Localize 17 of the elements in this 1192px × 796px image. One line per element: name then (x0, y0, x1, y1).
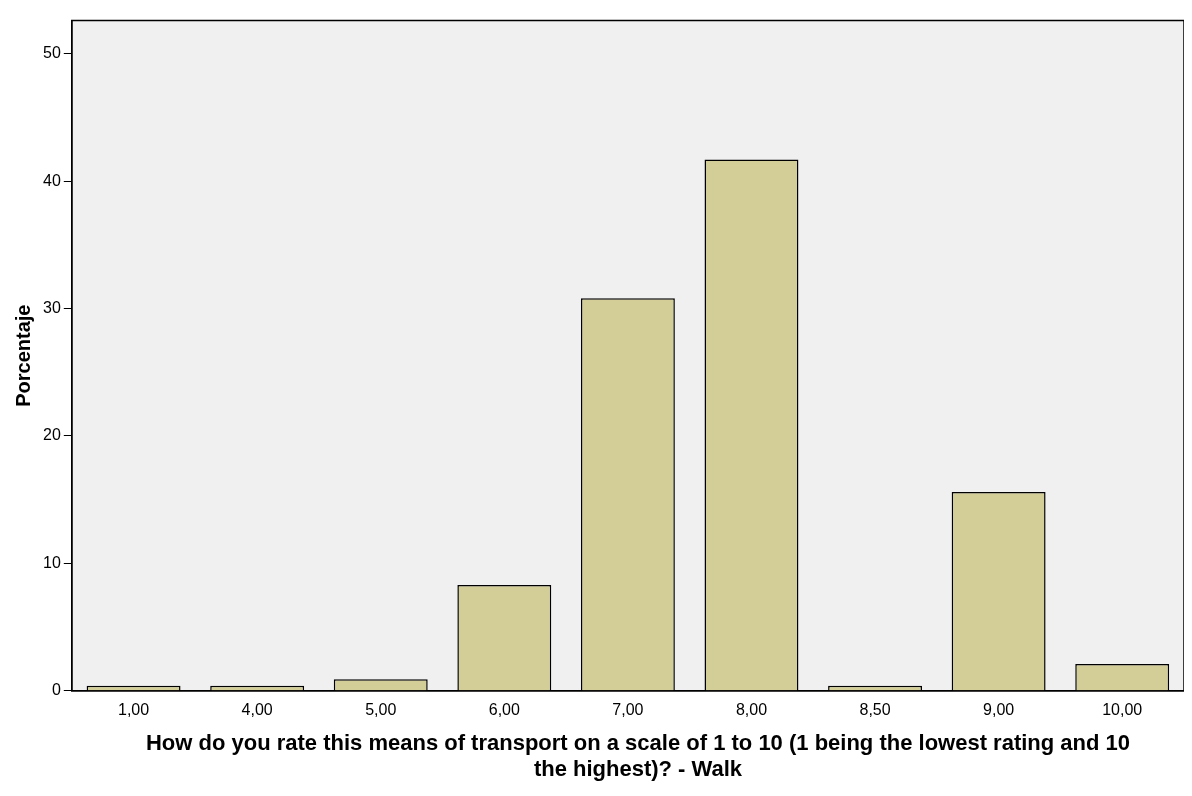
x-tick-label: 8,50 (859, 700, 891, 718)
y-tick-label: 20 (43, 426, 61, 444)
x-tick-label: 8,00 (735, 700, 768, 718)
x-tick-label: 10,00 (1102, 700, 1143, 718)
x-tick-label: 1,00 (118, 700, 150, 718)
x-tick-label: 7,00 (612, 700, 644, 718)
x-tick-label: 4,00 (241, 700, 273, 718)
x-tick-label: 5,00 (365, 700, 397, 718)
x-tick-label: 6,00 (488, 700, 520, 718)
y-tick-label: 10 (43, 553, 61, 571)
y-tick-label: 50 (43, 44, 61, 62)
y-tick-label: 40 (43, 171, 61, 189)
x-axis-title: How do you rate this means of transport on a scale of 1 to 10 (1 being the lowest rating and 10 the highest)? - Walk (144, 730, 1132, 782)
y-tick-label: 30 (43, 298, 61, 316)
x-tick-label: 9,00 (983, 700, 1015, 718)
y-tick-label: 0 (51, 681, 61, 699)
y-axis-title: Porcentaje (11, 304, 34, 407)
